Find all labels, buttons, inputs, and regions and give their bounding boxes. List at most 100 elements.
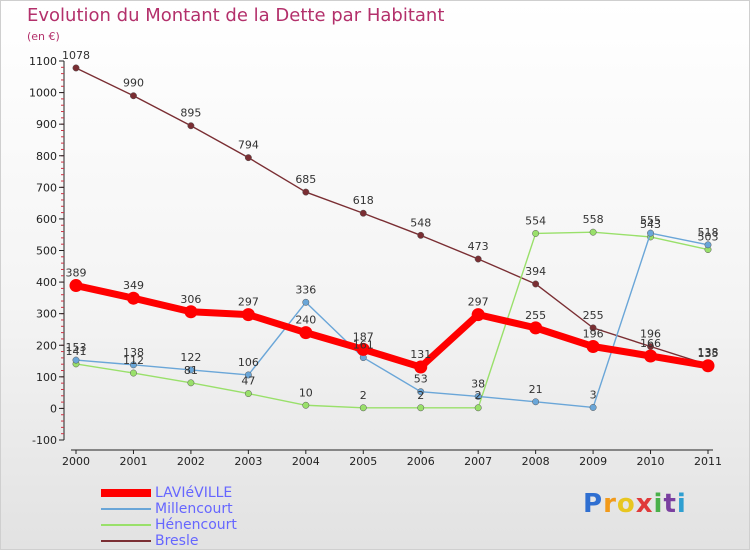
data-label: 558 <box>583 213 604 226</box>
data-label: 2 <box>360 389 367 402</box>
data-label: 306 <box>180 293 201 306</box>
data-label: 555 <box>640 214 661 227</box>
data-label: 240 <box>295 314 316 327</box>
data-point <box>241 308 255 322</box>
y-tick-label: 200 <box>36 339 57 352</box>
data-label: 122 <box>180 351 201 364</box>
data-point <box>417 388 425 396</box>
data-label: 187 <box>353 330 374 343</box>
data-point <box>72 356 80 364</box>
chart-unit-label: (en €) <box>27 30 60 43</box>
data-label: 503 <box>698 231 719 244</box>
data-label: 1078 <box>62 49 90 62</box>
x-tick-label: 2001 <box>119 455 147 468</box>
legend-swatch <box>101 540 151 542</box>
data-point <box>414 360 428 374</box>
data-point <box>647 229 654 237</box>
data-label: 196 <box>583 328 604 341</box>
data-point <box>69 279 83 293</box>
data-label: 518 <box>698 226 719 239</box>
x-tick-label: 2004 <box>292 455 320 468</box>
data-label: 2 <box>475 389 482 402</box>
legend-item: Millencourt <box>101 501 237 517</box>
legend-swatch <box>101 508 151 510</box>
data-point <box>532 229 540 237</box>
data-label: 135 <box>698 347 719 360</box>
data-label: 554 <box>525 214 546 227</box>
legend-swatch <box>101 524 151 526</box>
data-point <box>589 324 597 332</box>
data-point <box>644 349 658 363</box>
y-tick-label: -100 <box>32 434 57 447</box>
data-label: 10 <box>299 386 313 399</box>
x-tick-label: 2006 <box>407 455 435 468</box>
data-label: 112 <box>123 354 144 367</box>
data-point <box>532 280 540 288</box>
logo-letter: i <box>653 489 664 519</box>
y-tick-label: 1100 <box>29 55 57 68</box>
x-tick-label: 2003 <box>234 455 262 468</box>
data-label: 196 <box>640 328 661 341</box>
data-point <box>532 398 540 406</box>
logo-letter: P <box>583 489 604 519</box>
logo-letter: r <box>603 489 617 519</box>
x-tick-label: 2008 <box>522 455 550 468</box>
data-label: 255 <box>525 309 546 322</box>
x-tick-label: 2005 <box>349 455 377 468</box>
data-point <box>356 342 370 356</box>
x-tick-label: 2010 <box>637 455 665 468</box>
y-tick-label: 500 <box>36 245 57 258</box>
legend-label: Hénencourt <box>155 517 237 533</box>
series-line <box>75 232 709 409</box>
data-point <box>244 371 252 379</box>
x-tick-label: 2007 <box>464 455 492 468</box>
logo-letter: i <box>676 489 687 519</box>
data-label: 131 <box>410 348 431 361</box>
data-label: 548 <box>410 216 431 229</box>
data-label: 38 <box>471 377 485 390</box>
data-point <box>126 291 140 305</box>
y-tick-label: 100 <box>36 371 57 384</box>
y-tick-label: 300 <box>36 308 57 321</box>
legend-swatch <box>101 489 151 497</box>
data-label: 21 <box>529 383 543 396</box>
data-label: 141 <box>66 345 87 358</box>
legend-label: Millencourt <box>155 501 233 517</box>
series-line <box>75 67 709 366</box>
legend-label: LAVIéVILLE <box>155 485 233 501</box>
data-label: 166 <box>640 337 661 350</box>
data-label: 336 <box>295 283 316 296</box>
x-tick-label: 2011 <box>694 455 722 468</box>
data-point <box>187 122 195 130</box>
data-label: 138 <box>698 346 719 359</box>
data-point <box>474 255 482 263</box>
data-point <box>471 308 485 322</box>
data-label: 895 <box>180 107 201 120</box>
data-label: 81 <box>184 364 198 377</box>
data-point <box>589 228 597 236</box>
data-point <box>130 92 137 100</box>
data-label: 47 <box>241 375 255 388</box>
y-tick-label: 800 <box>36 150 57 163</box>
x-tick-label: 2000 <box>62 455 90 468</box>
data-point <box>244 154 252 162</box>
y-tick-label: 600 <box>36 213 57 226</box>
data-label: 990 <box>123 77 144 90</box>
legend-label: Bresle <box>155 533 199 549</box>
legend-item: LAVIéVILLE <box>101 485 237 501</box>
chart-title: Evolution du Montant de la Dette par Hab… <box>27 5 445 26</box>
y-tick-label: 900 <box>36 118 57 131</box>
data-label: 161 <box>353 339 374 352</box>
y-tick-label: 700 <box>36 181 57 194</box>
legend-item: Hénencourt <box>101 517 237 533</box>
data-label: 138 <box>123 346 144 359</box>
y-tick-label: 0 <box>50 402 57 415</box>
data-label: 153 <box>66 341 87 354</box>
data-point <box>302 298 310 306</box>
chart-legend: LAVIéVILLE Millencourt Hénencourt Bresle <box>101 485 237 549</box>
data-point <box>299 326 313 340</box>
data-point <box>704 241 712 249</box>
data-point <box>589 404 597 411</box>
